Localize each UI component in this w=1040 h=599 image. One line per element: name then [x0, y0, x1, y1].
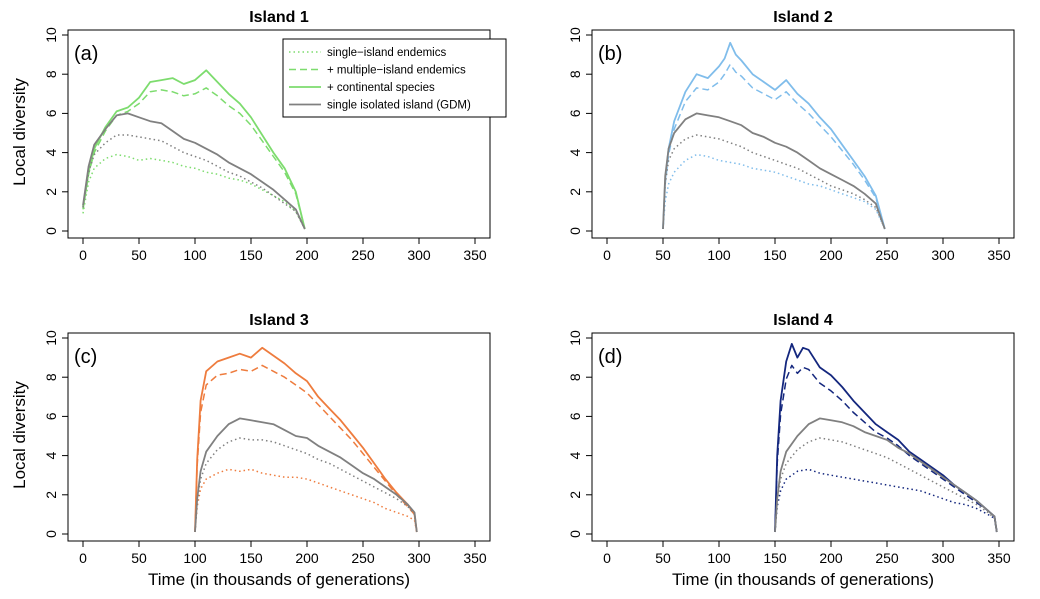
panel-1-x-tick-label: 200	[295, 247, 319, 263]
panel-1-y-tick-label: 4	[43, 148, 59, 156]
x-axis-label-left: Time (in thousands of generations)	[148, 570, 410, 589]
panel-1-y-tick-label: 8	[43, 70, 59, 78]
panel-2-y-tick-label: 4	[567, 148, 583, 156]
panel-4-y-tick-label: 4	[567, 451, 583, 459]
panel-3-y-tick-label: 6	[43, 412, 59, 420]
panel-2-y-tick-label: 0	[567, 227, 583, 235]
legend-entry-2: + multiple−island endemics	[327, 65, 466, 77]
panel-4-x-tick-label: 0	[603, 550, 611, 566]
panel-3-series-gdm-single-island-endemics	[194, 437, 418, 533]
panel-3-label: (c)	[74, 346, 97, 368]
panel-2-y-tick-label: 2	[567, 188, 583, 196]
panel-3-x-tick-label: 150	[239, 550, 263, 566]
panel-4-title: Island 4	[773, 312, 833, 329]
panel-2-series-single-island-endemics	[662, 153, 886, 230]
panel-1-y-tick-label: 6	[43, 109, 59, 117]
panel-3-x-tick-label: 100	[183, 550, 207, 566]
panel-4-y-tick-label: 0	[567, 530, 583, 538]
panel-3-title: Island 3	[249, 312, 309, 329]
panel-4-y-tick-label: 8	[567, 373, 583, 381]
panel-1-x-tick-label: 300	[407, 247, 431, 263]
panel-2-y-tick-label: 8	[567, 70, 583, 78]
panel-1-y-tick-label: 0	[43, 227, 59, 235]
panel-4-x-tick-label: 350	[987, 550, 1011, 566]
panel-3-x-tick-label: 250	[351, 550, 375, 566]
legend-entry-1: single−island endemics	[327, 47, 446, 59]
panel-4-series-single-isolated-island-gdm-	[774, 417, 998, 533]
panel-2-x-tick-label: 100	[707, 247, 731, 263]
panel-3-y-tick-label: 10	[43, 330, 59, 346]
panel-1-x-tick-label: 100	[183, 247, 207, 263]
panel-4-series--multiple-island-endemics	[774, 364, 998, 533]
panel-2-series--multiple-island-endemics	[662, 63, 886, 230]
panel-2-label: (b)	[598, 43, 622, 65]
panel-3-series-single-island-endemics	[194, 468, 418, 533]
panel-1-x-tick-label: 50	[131, 247, 147, 263]
panel-2-y-tick-label: 6	[567, 109, 583, 117]
panel-2-series-gdm-single-island-endemics	[662, 134, 886, 230]
y-axis-label-bottom: Local diversity	[10, 381, 29, 489]
panel-3-series-single-isolated-island-gdm-	[194, 417, 418, 533]
panel-4-y-tick-label: 10	[567, 330, 583, 346]
panel-4-x-tick-label: 150	[763, 550, 787, 566]
panel-4-x-tick-label: 200	[819, 550, 843, 566]
panel-4-y-tick-label: 2	[567, 491, 583, 499]
panel-1-x-tick-label: 250	[351, 247, 375, 263]
panel-2-x-tick-label: 300	[931, 247, 955, 263]
panel-3-x-tick-label: 50	[131, 550, 147, 566]
panel-4-series-single-island-endemics	[774, 468, 998, 533]
panel-4-x-tick-label: 50	[655, 550, 671, 566]
panel-3-y-tick-label: 2	[43, 491, 59, 499]
panel-1-frame	[67, 29, 491, 239]
panel-1-series-single-island-endemics	[82, 153, 306, 230]
panel-1-x-tick-label: 150	[239, 247, 263, 263]
panel-3-x-tick-label: 0	[79, 550, 87, 566]
panel-3-x-tick-label: 200	[295, 550, 319, 566]
panel-1-series--multiple-island-endemics	[82, 87, 306, 230]
panel-2-y-tick-label: 10	[567, 27, 583, 43]
panel-4-label: (d)	[598, 346, 622, 368]
panel-3-frame	[67, 332, 491, 542]
panel-3-x-tick-label: 300	[407, 550, 431, 566]
legend-entry-3: + continental species	[327, 82, 435, 94]
panel-4-x-tick-label: 300	[931, 550, 955, 566]
y-axis-label-top: Local diversity	[10, 78, 29, 186]
panel-2-x-tick-label: 50	[655, 247, 671, 263]
panel-3-y-tick-label: 0	[43, 530, 59, 538]
panel-1-series-single-isolated-island-gdm-	[82, 112, 306, 230]
panel-1-x-tick-label: 0	[79, 247, 87, 263]
panel-3-series--continental-species	[194, 346, 418, 533]
panel-3-y-tick-label: 8	[43, 373, 59, 381]
panel-2-x-tick-label: 350	[987, 247, 1011, 263]
panel-2-x-tick-label: 200	[819, 247, 843, 263]
panel-2-x-tick-label: 0	[603, 247, 611, 263]
panel-1-x-tick-label: 350	[463, 247, 487, 263]
panel-2-series-single-isolated-island-gdm-	[662, 112, 886, 230]
panel-1-series--continental-species	[82, 69, 306, 230]
panel-3-y-tick-label: 4	[43, 451, 59, 459]
panel-1-y-tick-label: 10	[43, 27, 59, 43]
panel-2-title: Island 2	[773, 9, 833, 26]
panel-2-frame	[591, 29, 1015, 239]
panel-1-series-gdm-single-island-endemics	[82, 134, 306, 230]
panel-4-x-tick-label: 100	[707, 550, 731, 566]
panel-1-label: (a)	[74, 43, 98, 65]
panel-2-x-tick-label: 150	[763, 247, 787, 263]
x-axis-label-right: Time (in thousands of generations)	[672, 570, 934, 589]
panel-3-series--multiple-island-endemics	[194, 364, 418, 533]
panel-4-frame	[591, 332, 1015, 542]
panel-4-y-tick-label: 6	[567, 412, 583, 420]
panel-4-x-tick-label: 250	[875, 550, 899, 566]
legend-entry-4: single isolated island (GDM)	[327, 100, 471, 112]
panel-1-y-tick-label: 2	[43, 188, 59, 196]
panel-2-x-tick-label: 250	[875, 247, 899, 263]
panel-3-x-tick-label: 350	[463, 550, 487, 566]
panel-1-title: Island 1	[249, 9, 309, 26]
panel-2-series--continental-species	[662, 41, 886, 230]
